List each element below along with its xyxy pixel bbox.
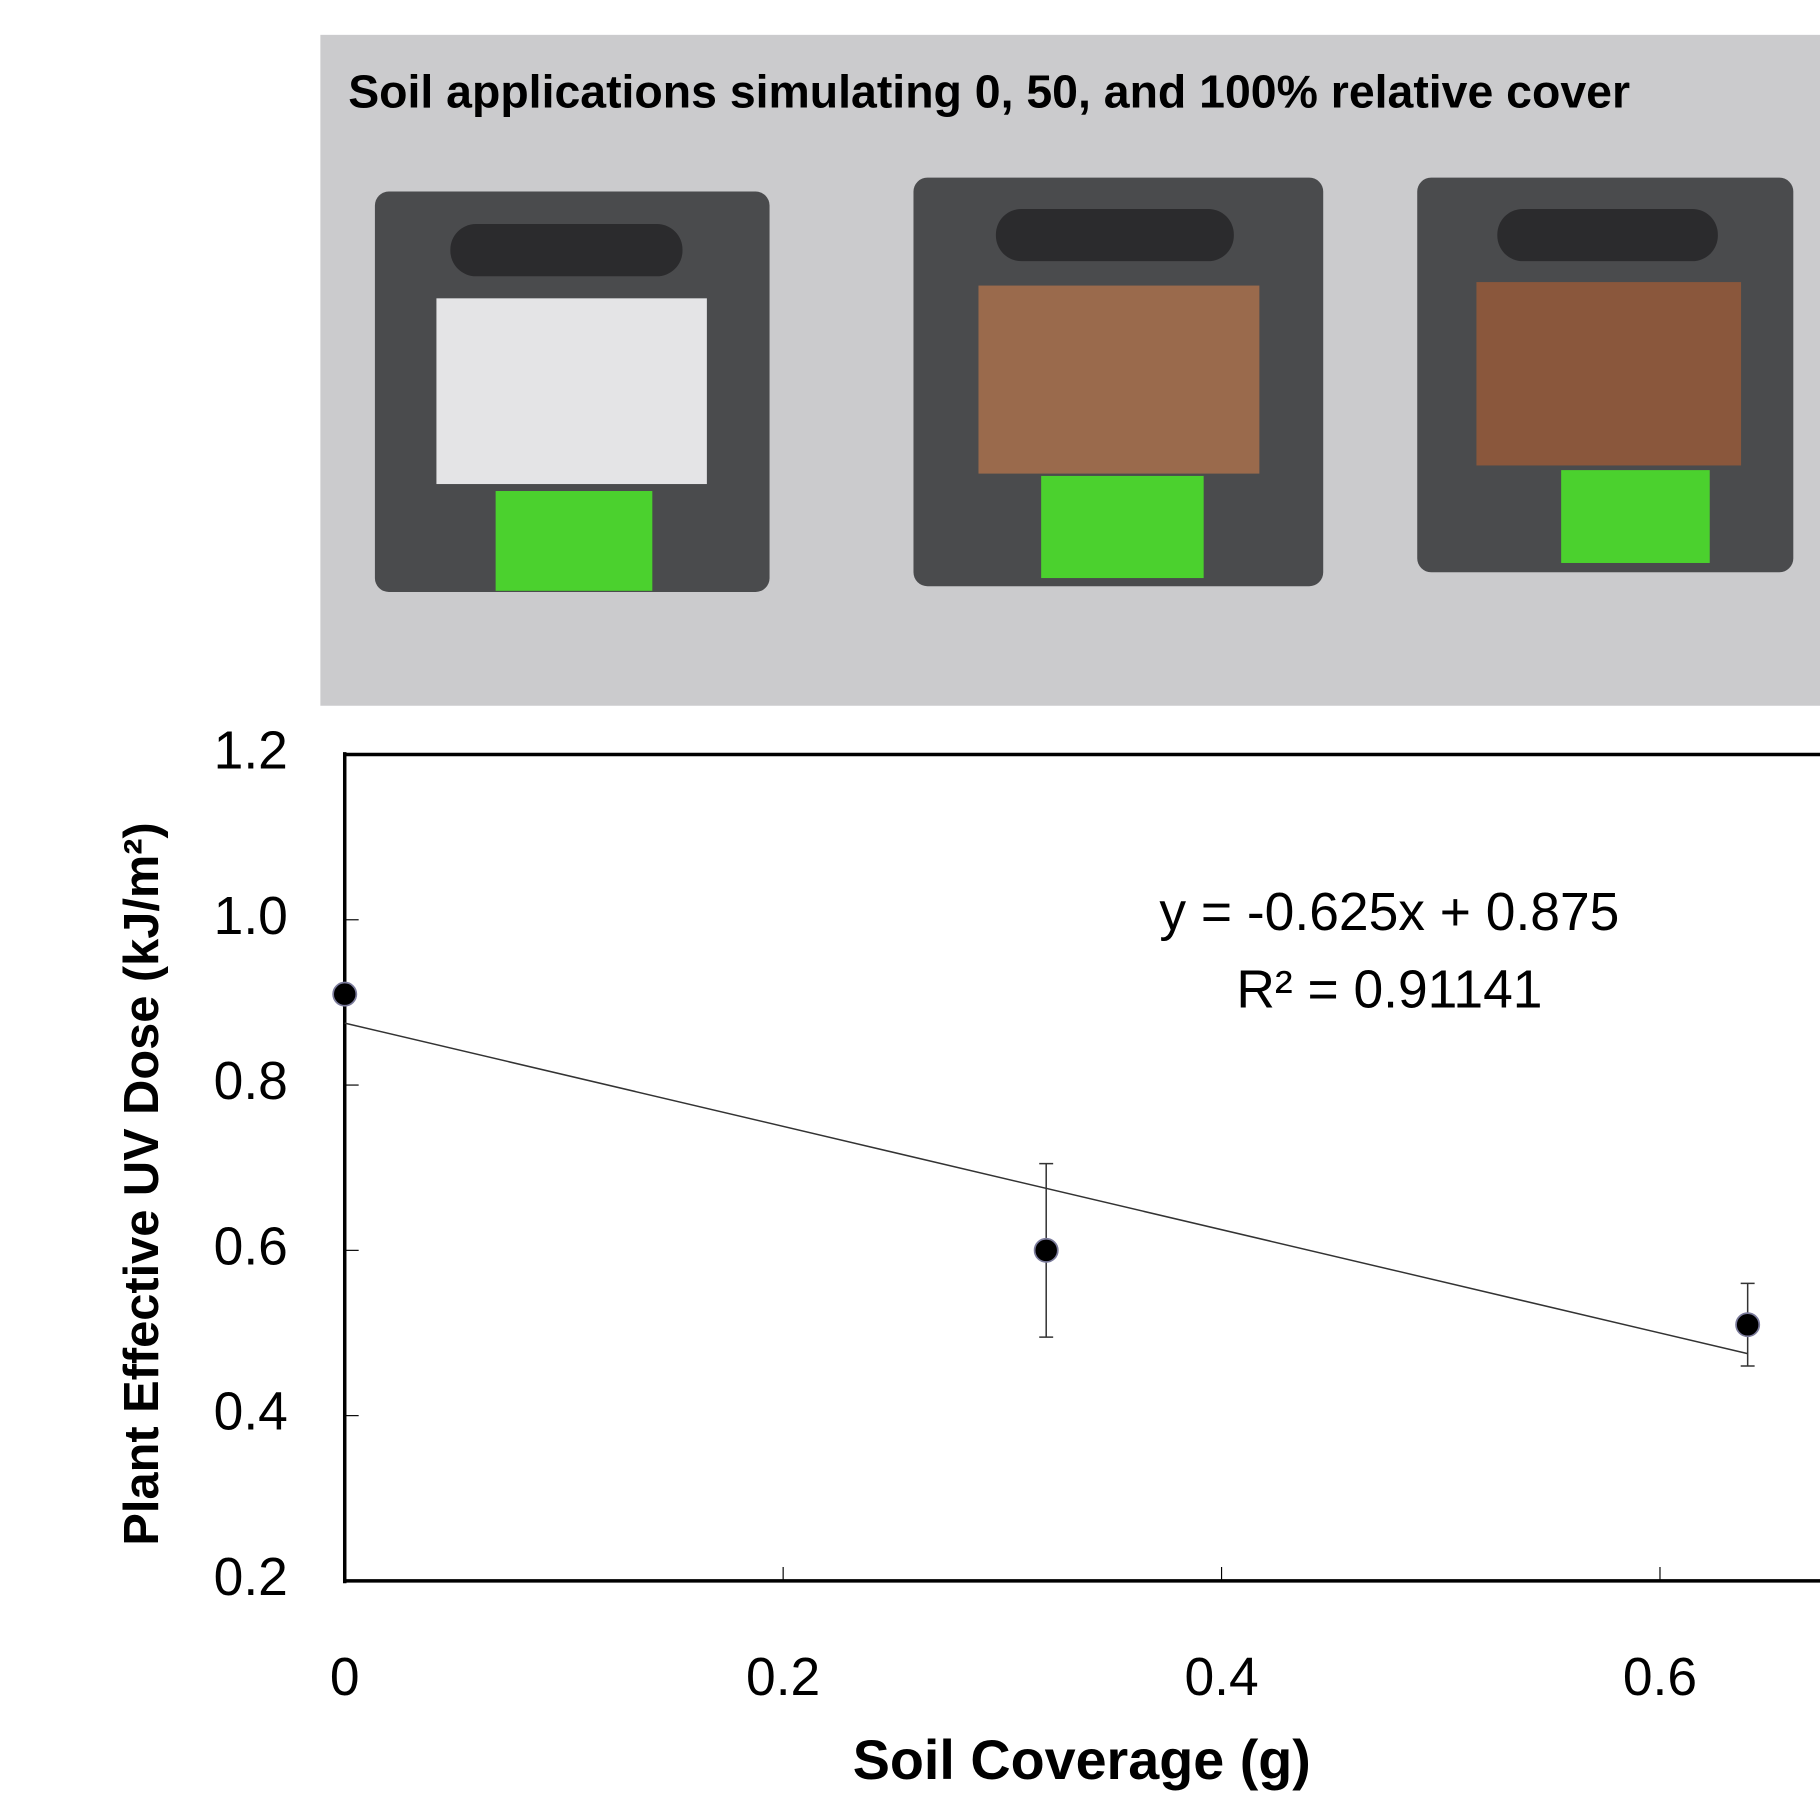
y-tick-label: 1.0 [214,887,288,946]
y-tick-label: 0.2 [214,1548,288,1607]
slide-soil [978,286,1259,474]
x-tick-label: 0.2 [746,1648,820,1707]
y-axis-label: Plant Effective UV Dose (kJ/m²) [115,822,169,1545]
page: Soil applications simulating 0, 50, and … [0,0,1820,1798]
y-tick-label: 0.8 [214,1052,288,1111]
trend-r2: R² = 0.91141 [1236,961,1542,1020]
photo: Soil applications simulating 0, 50, and … [320,35,1820,706]
trend-equation: y = -0.625x + 0.875 [1159,883,1619,942]
x-tick-label: 0 [330,1648,360,1707]
data-point [1736,1313,1759,1336]
x-tick-label: 0.4 [1184,1648,1258,1707]
photo-caption: Soil applications simulating 0, 50, and … [348,65,1630,117]
slide-tag [1561,470,1710,563]
x-axis-label: Soil Coverage (g) [853,1729,1311,1791]
slide-tag [496,491,653,591]
x-tick-label: 0.6 [1623,1648,1697,1707]
data-point [1035,1239,1058,1262]
slide-clip [1497,209,1718,261]
slide-tag [1041,476,1204,578]
slide-window [436,298,706,484]
y-tick-label: 0.6 [214,1217,288,1276]
data-point [333,983,356,1006]
y-tick-label: 0.4 [214,1383,288,1442]
y-tick-label: 1.2 [214,722,288,781]
slide-clip [996,209,1234,261]
slide-clip [450,224,682,276]
figure: Soil applications simulating 0, 50, and … [0,0,1820,1798]
slide-soil [1476,282,1741,465]
